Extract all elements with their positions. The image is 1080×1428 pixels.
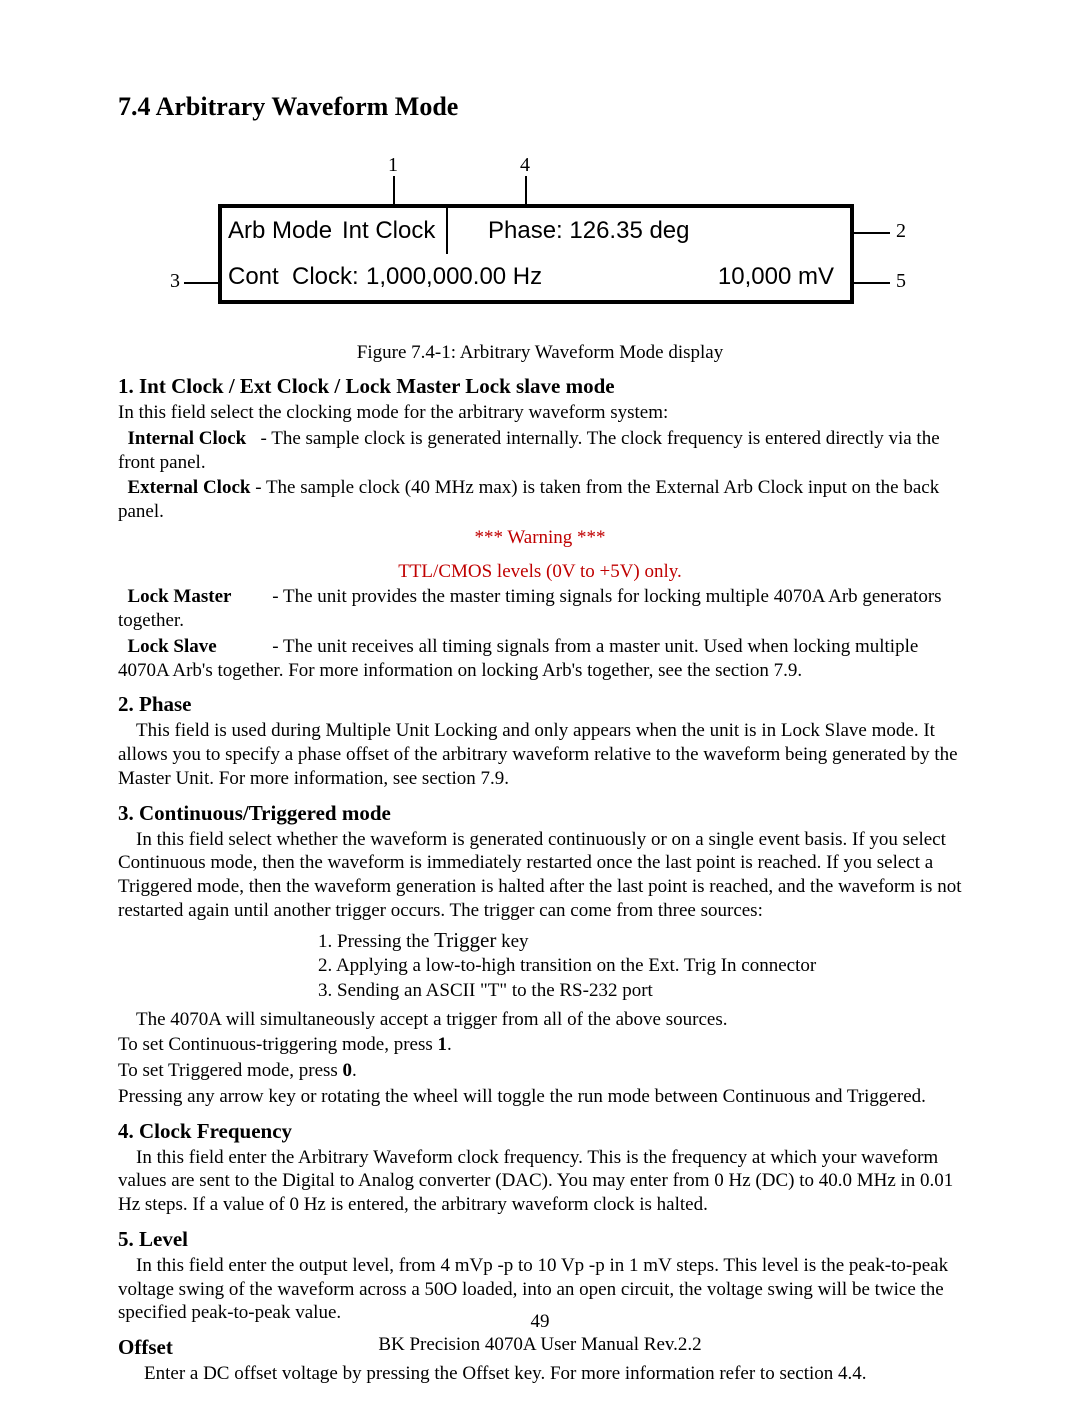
heading-level: 5. Level: [118, 1227, 962, 1252]
disp-clock-label: Clock:: [286, 263, 360, 291]
disp-int-clock: Int Clock: [336, 217, 446, 245]
p-toggle-run: Pressing any arrow key or rotating the w…: [118, 1085, 962, 1109]
p-external-clock: External Clock - The sample clock (40 MH…: [118, 476, 962, 524]
callout-4: 4: [520, 154, 530, 177]
callout-2: 2: [896, 220, 906, 243]
heading-clock-freq: 4. Clock Frequency: [118, 1119, 962, 1144]
tick-5: [854, 282, 890, 284]
warning-1: *** Warning ***: [118, 526, 962, 550]
display-diagram: 1 4 3 2 5 Arb Mode Int Clock Phase: 126.…: [170, 152, 910, 332]
callout-3: 3: [170, 270, 180, 293]
p-lock-master: Lock Master - The unit provides the mast…: [118, 585, 962, 633]
p-phase: This field is used during Multiple Unit …: [118, 719, 962, 790]
disp-phase: Phase: 126.35 deg: [448, 217, 850, 245]
lbl-lock-master: Lock Master: [128, 585, 268, 609]
trigger-sources: 1. Pressing the Trigger key 2. Applying …: [318, 927, 962, 1004]
lbl-external-clock: External Clock: [128, 477, 251, 498]
p-clock-intro: In this field select the clocking mode f…: [118, 401, 962, 425]
footer-doc-title: BK Precision 4070A User Manual Rev.2.2: [0, 1333, 1080, 1357]
trig-source-1: 1. Pressing the Trigger key: [318, 927, 962, 955]
heading-clock-mode: 1. Int Clock / Ext Clock / Lock Master L…: [118, 374, 962, 399]
section-title: 7.4 Arbitrary Waveform Mode: [118, 92, 962, 122]
lbl-internal-clock: Internal Clock: [128, 428, 247, 449]
warning-2: TTL/CMOS levels (0V to +5V) only.: [118, 560, 962, 584]
p-set-trig: To set Triggered mode, press 0.: [118, 1059, 962, 1083]
p-set-cont: To set Continuous-triggering mode, press…: [118, 1033, 962, 1057]
trig-source-2: 2. Applying a low-to-high transition on …: [318, 954, 962, 979]
tick-2: [854, 232, 890, 234]
lcd-display: Arb Mode Int Clock Phase: 126.35 deg Con…: [218, 204, 854, 304]
p-clock-freq: In this field enter the Arbitrary Wavefo…: [118, 1146, 962, 1217]
p-lock-slave: Lock Slave - The unit receives all timin…: [118, 635, 962, 683]
tick-1: [393, 176, 395, 204]
disp-cont: Cont: [222, 263, 286, 291]
heading-cont-trig: 3. Continuous/Triggered mode: [118, 801, 962, 826]
figure-caption: Figure 7.4-1: Arbitrary Waveform Mode di…: [118, 342, 962, 364]
trig-source-3: 3. Sending an ASCII "T" to the RS-232 po…: [318, 979, 962, 1004]
tick-4: [525, 176, 527, 204]
disp-clock-value: 1,000,000.00 Hz: [360, 263, 560, 291]
page-footer: 49 BK Precision 4070A User Manual Rev.2.…: [0, 1310, 1080, 1358]
callout-5: 5: [896, 270, 906, 293]
p-trig-accept: The 4070A will simultaneously accept a t…: [118, 1008, 962, 1032]
p-cont-trig: In this field select whether the wavefor…: [118, 828, 962, 923]
p-offset: Enter a DC offset voltage by pressing th…: [118, 1362, 962, 1386]
heading-phase: 2. Phase: [118, 692, 962, 717]
tick-3: [184, 282, 218, 284]
p-internal-clock: Internal Clock - The sample clock is gen…: [118, 427, 962, 475]
lbl-lock-slave: Lock Slave: [128, 635, 268, 659]
page-number: 49: [0, 1310, 1080, 1334]
disp-arb-mode: Arb Mode: [222, 217, 336, 245]
callout-1: 1: [388, 154, 398, 177]
disp-level: 10,000 mV: [560, 263, 850, 291]
